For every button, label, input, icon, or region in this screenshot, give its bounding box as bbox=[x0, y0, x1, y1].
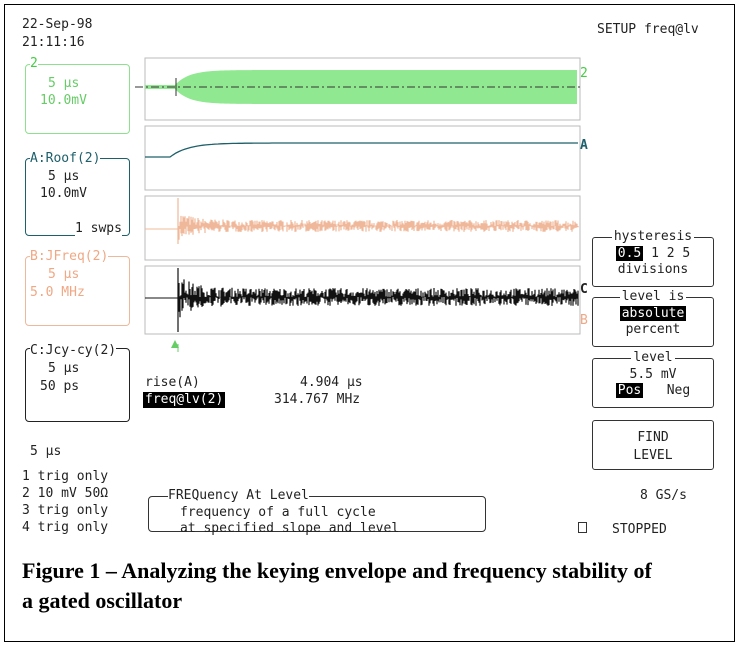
setup-title: SETUP freq@lv bbox=[597, 22, 699, 37]
menu-option[interactable]: percent bbox=[625, 322, 681, 337]
trace-marker: C bbox=[580, 282, 588, 297]
channel-label: C:Jcy-cy(2) bbox=[30, 343, 117, 359]
channel-scale: 5.0 MHz bbox=[30, 285, 85, 300]
menu-level-is[interactable]: level is absolute percent bbox=[592, 289, 714, 347]
cycle-trace bbox=[177, 268, 579, 332]
channel-label: A:Roof(2) bbox=[30, 151, 101, 167]
menu-option[interactable]: 1 bbox=[651, 246, 659, 261]
timebase: 5 μs bbox=[30, 444, 62, 459]
trace-panel bbox=[144, 195, 581, 261]
channel-scale: 10.0mV bbox=[40, 93, 87, 108]
help-box bbox=[148, 496, 486, 532]
date: 22-Sep-98 bbox=[22, 17, 93, 32]
menu-title: hysteresis bbox=[611, 229, 695, 244]
channel-box bbox=[25, 64, 130, 134]
input-status: 4 trig only bbox=[22, 520, 109, 535]
measurement-value: 314.767 MHz bbox=[274, 392, 361, 407]
menu-option[interactable]: Neg bbox=[666, 383, 691, 398]
time: 21:11:16 bbox=[22, 35, 85, 50]
menu-option[interactable]: 2 bbox=[666, 246, 675, 261]
channel-label: 2 bbox=[30, 56, 38, 72]
menu-option[interactable]: 0.5 bbox=[615, 246, 644, 261]
menu-hysteresis[interactable]: hysteresis 0.5 1 2 5 divisions bbox=[592, 229, 714, 287]
frame bbox=[4, 4, 735, 642]
channel-timebase: 5 μs bbox=[48, 76, 80, 91]
trigger-marker bbox=[171, 340, 179, 348]
menu-button[interactable]: FIND LEVEL bbox=[633, 430, 673, 463]
measurement-name: freq@lv(2) bbox=[143, 392, 226, 408]
sample-rate: 8 GS/s bbox=[640, 488, 687, 503]
input-status: 3 trig only bbox=[22, 503, 109, 518]
trace-marker: B bbox=[580, 313, 588, 328]
measurement-name: rise(A) bbox=[145, 375, 200, 390]
menu-unit: divisions bbox=[617, 262, 689, 277]
channel-sweeps: 1 swps bbox=[75, 221, 122, 237]
measurement-value: 4.904 μs bbox=[300, 375, 363, 390]
channel-label: B:JFreq(2) bbox=[30, 249, 109, 265]
channel-timebase: 5 μs bbox=[48, 361, 80, 376]
help-title: FREQuency At Level bbox=[168, 488, 309, 504]
menu-level[interactable]: level 5.5 mV Pos Neg bbox=[592, 350, 714, 408]
channel-scale: 10.0mV bbox=[40, 186, 87, 201]
status-icon bbox=[578, 522, 587, 533]
channel-scale: 50 ps bbox=[40, 379, 80, 394]
menu-title: level bbox=[631, 350, 675, 365]
menu-option[interactable]: Pos bbox=[615, 383, 644, 398]
trace-panel bbox=[144, 265, 581, 335]
trace-marker: A bbox=[580, 138, 588, 153]
caption: Figure 1 – Analyzing the keying envelope… bbox=[22, 558, 652, 613]
channel-timebase: 5 μs bbox=[48, 267, 80, 282]
trace-marker: 2 bbox=[580, 66, 588, 81]
trace-panel bbox=[144, 125, 581, 191]
menu-option[interactable]: 5 bbox=[682, 246, 691, 261]
menu-find-level[interactable]: FIND LEVEL bbox=[592, 420, 714, 470]
jitter-trace bbox=[177, 198, 579, 244]
status: STOPPED bbox=[612, 522, 667, 537]
menu-option[interactable]: absolute bbox=[619, 306, 687, 321]
help-line: frequency of a full cycle bbox=[180, 505, 376, 520]
help-line: at specified slope and level bbox=[180, 521, 400, 536]
channel-timebase: 5 μs bbox=[48, 169, 80, 184]
menu-value: 5.5 mV bbox=[629, 367, 677, 382]
input-status: 2 10 mV 50Ω bbox=[22, 486, 109, 501]
roof-trace bbox=[145, 142, 578, 158]
menu-title: level is bbox=[619, 289, 687, 304]
input-status: 1 trig only bbox=[22, 469, 109, 484]
